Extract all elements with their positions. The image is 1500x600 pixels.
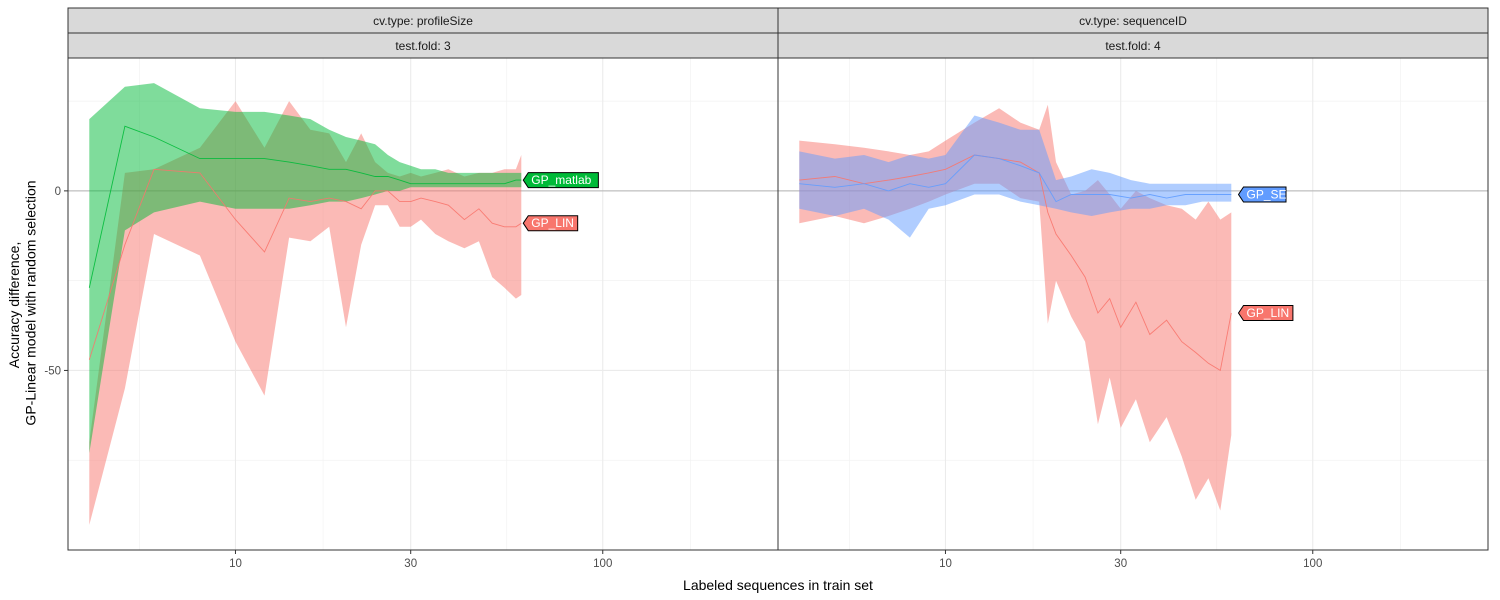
y-tick-label: -50 xyxy=(44,365,61,377)
series-line-GP_SE xyxy=(799,154,1232,203)
direct-label-box xyxy=(522,215,579,232)
y-tick-label: 0 xyxy=(55,186,61,198)
x-tick-label: 100 xyxy=(1303,558,1322,570)
panel-border xyxy=(777,57,1489,551)
panels-layer: cv.type: profileSize test.fold: 3 10 30 100 G… xyxy=(67,7,1489,570)
ribbon-GP_matlab xyxy=(89,83,522,453)
series-line-GP_matlab xyxy=(88,125,522,288)
direct-label-box xyxy=(1237,186,1287,203)
ribbon-GP_LIN xyxy=(89,101,522,525)
direct-label-box xyxy=(1237,304,1294,321)
direct-label-GP_LIN: GP_LIN xyxy=(1237,304,1294,321)
x-tick-label: 10 xyxy=(939,558,952,570)
direct-label-GP_LIN: GP_LIN xyxy=(522,215,579,232)
direct-label-text: GP_matlab xyxy=(531,173,591,187)
ribbon-GP_SE xyxy=(799,115,1232,238)
facet-strip-bottom xyxy=(67,32,779,59)
y-axis-title-line-1: Accuracy difference, xyxy=(6,242,22,369)
facet-strip-top xyxy=(67,7,779,34)
facet-strip-bottom-label: test.fold: 4 xyxy=(1105,39,1161,53)
direct-label-text: GP_SE xyxy=(1247,187,1287,201)
x-tick-label: 30 xyxy=(1114,558,1127,570)
series-line-GP_LIN xyxy=(88,168,522,360)
y-axis-title: Accuracy difference, GP-Linear model wit… xyxy=(6,180,38,425)
y-axis-title-line-2: GP-Linear model with random selection xyxy=(22,180,38,425)
facet-strip-top-label: cv.type: sequenceID xyxy=(1079,14,1187,28)
direct-label-text: GP_LIN xyxy=(1247,306,1290,320)
facet-strip-bottom xyxy=(777,32,1489,59)
direct-label-GP_matlab: GP_matlab xyxy=(522,172,599,189)
x-axis-title: Labeled sequences in train set xyxy=(683,577,873,593)
x-tick-label: 100 xyxy=(593,558,612,570)
facet-strip-bottom-label: test.fold: 3 xyxy=(395,39,451,53)
facet-strip-top xyxy=(777,7,1489,34)
direct-label-box xyxy=(522,172,599,189)
plot-area xyxy=(778,58,1488,550)
x-tick-label: 10 xyxy=(229,558,242,570)
series-line-GP_LIN xyxy=(799,154,1232,372)
facet-panel-1: cv.type: profileSize test.fold: 3 10 30 100 G… xyxy=(67,7,779,570)
y-axis: 0 -50 xyxy=(44,186,68,377)
facet-panel-2: cv.type: sequenceID test.fold: 4 10 30 100 GP… xyxy=(777,7,1489,570)
plot-area xyxy=(68,58,778,550)
direct-label-text: GP_LIN xyxy=(531,216,574,230)
facet-strip-top-label: cv.type: profileSize xyxy=(373,14,473,28)
direct-label-GP_SE: GP_SE xyxy=(1237,186,1287,203)
x-tick-label: 30 xyxy=(404,558,417,570)
